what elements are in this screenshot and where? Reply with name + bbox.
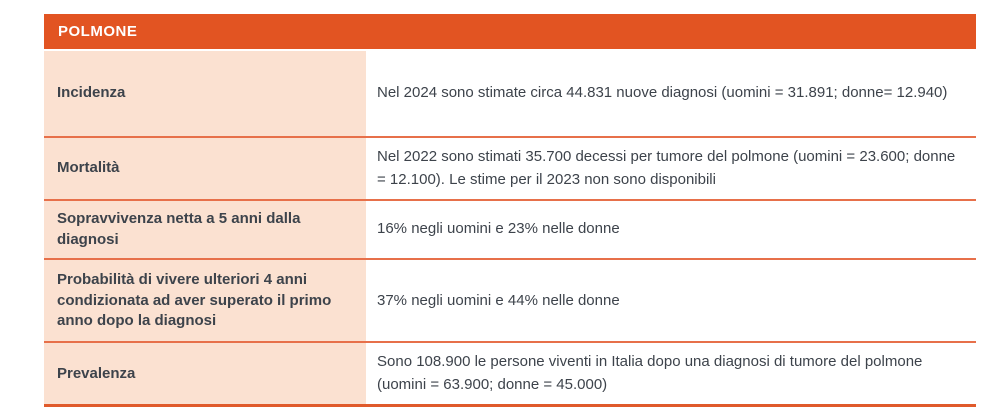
row-label-cell: Incidenza: [44, 51, 366, 136]
table-row: Sopravvivenza netta a 5 anni dalla diagn…: [44, 201, 976, 261]
row-value: 16% negli uomini e 23% nelle donne: [377, 220, 620, 238]
row-label: Probabilità di vivere ulteriori 4 anni c…: [57, 270, 332, 330]
row-value: Sono 108.900 le persone viventi in Itali…: [377, 353, 923, 393]
table-row: Incidenza Nel 2024 sono stimate circa 44…: [44, 51, 976, 138]
row-value-cell: 37% negli uomini e 44% nelle donne: [366, 260, 976, 341]
table-rows: Incidenza Nel 2024 sono stimate circa 44…: [44, 51, 976, 408]
row-value-cell: Nel 2022 sono stimati 35.700 decessi per…: [366, 138, 976, 199]
row-label-cell: Prevalenza: [44, 343, 366, 405]
row-label-cell: Mortalità: [44, 138, 366, 199]
row-value-cell: 16% negli uomini e 23% nelle donne: [366, 201, 976, 258]
table-row: Prevalenza Sono 108.900 le persone viven…: [44, 343, 976, 408]
row-label: Mortalità: [57, 159, 120, 177]
table-row: Mortalità Nel 2022 sono stimati 35.700 d…: [44, 138, 976, 201]
table-row: Probabilità di vivere ulteriori 4 anni c…: [44, 260, 976, 344]
row-value: Nel 2022 sono stimati 35.700 decessi per…: [377, 148, 956, 188]
row-label: Incidenza: [57, 84, 126, 102]
row-label-cell: Probabilità di vivere ulteriori 4 anni c…: [44, 260, 366, 342]
table-header: POLMONE: [44, 14, 976, 49]
row-label: Prevalenza: [57, 364, 136, 382]
row-value: Nel 2024 sono stimate circa 44.831 nuove…: [377, 84, 948, 102]
row-label: Sopravvivenza netta a 5 anni dalla diagn…: [57, 210, 301, 248]
row-value-cell: Nel 2024 sono stimate circa 44.831 nuove…: [366, 51, 976, 136]
polmone-stats-table: POLMONE Incidenza Nel 2024 sono stimate …: [44, 14, 976, 408]
row-label-cell: Sopravvivenza netta a 5 anni dalla diagn…: [44, 201, 366, 259]
row-value-cell: Sono 108.900 le persone viventi in Itali…: [366, 343, 976, 404]
row-value: 37% negli uomini e 44% nelle donne: [377, 291, 620, 309]
table-title: POLMONE: [58, 23, 138, 40]
